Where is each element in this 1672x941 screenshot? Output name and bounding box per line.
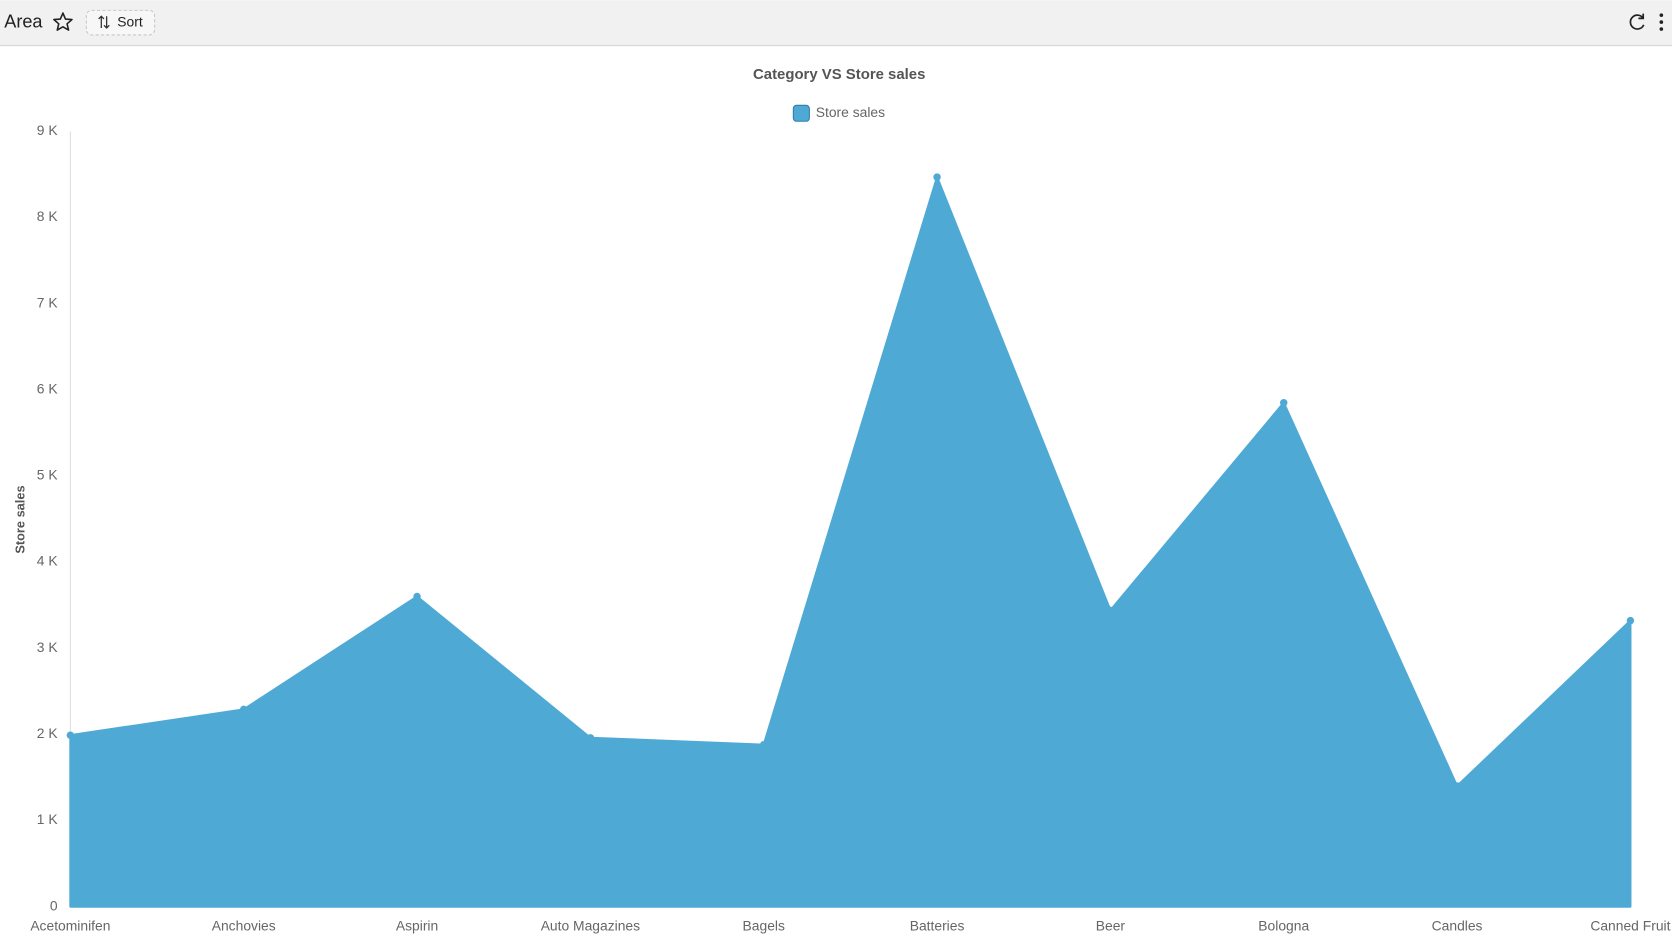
data-point [933, 173, 941, 181]
data-point [1106, 606, 1115, 615]
menu-dot [1659, 13, 1664, 17]
sort-icon [98, 15, 110, 29]
x-tick-label: Auto Magazines [541, 918, 640, 934]
view-title: Area [4, 11, 43, 31]
x-tick-label: Beer [1096, 918, 1126, 934]
x-tick-label: Aspirin [396, 918, 438, 934]
data-point [66, 731, 75, 739]
menu-dot [1659, 20, 1664, 24]
favorite-icon[interactable] [53, 12, 73, 31]
data-point [413, 592, 421, 601]
y-tick-label: 5 K [37, 467, 59, 483]
y-tick-label: 8 K [37, 208, 59, 224]
x-tick-label: Batteries [910, 918, 965, 934]
x-tick-label: Bologna [1258, 918, 1309, 934]
more-menu[interactable] [1659, 13, 1664, 31]
x-tick-label: Candles [1432, 918, 1483, 934]
y-tick-label: 4 K [37, 553, 59, 569]
y-tick-label: 2 K [37, 725, 59, 741]
data-point [1626, 616, 1635, 625]
y-axis-title: Store sales [13, 485, 28, 553]
y-tick-label: 7 K [37, 294, 59, 310]
sort-button[interactable]: Sort [85, 9, 156, 36]
sort-label: Sort [117, 13, 143, 29]
chart-title: Category VS Store sales [753, 66, 925, 83]
y-tick-label: 9 K [37, 122, 59, 138]
data-point [586, 734, 595, 742]
x-tick-label: Bagels [743, 918, 785, 934]
legend-label: Store sales [816, 104, 885, 120]
sort-button-frame [85, 9, 156, 36]
data-point [1453, 782, 1461, 790]
data-point [1280, 399, 1288, 407]
area [69, 175, 1632, 908]
y-tick-label: 3 K [37, 639, 59, 655]
y-tick-label: 6 K [37, 380, 59, 396]
data-point [239, 705, 248, 714]
x-tick-label: Canned Fruit [1590, 918, 1670, 934]
legend-item: Store sales [792, 104, 885, 122]
legend-swatch [792, 104, 810, 122]
x-tick-label: Anchovies [212, 918, 276, 934]
x-tick-label: Acetominifen [30, 918, 110, 934]
refresh-icon[interactable] [1629, 13, 1645, 30]
y-tick-label: 0 [50, 897, 58, 913]
data-point [759, 740, 768, 749]
toolbar [0, 0, 1672, 46]
y-tick-label: 1 K [37, 811, 59, 827]
menu-dot [1659, 27, 1664, 31]
